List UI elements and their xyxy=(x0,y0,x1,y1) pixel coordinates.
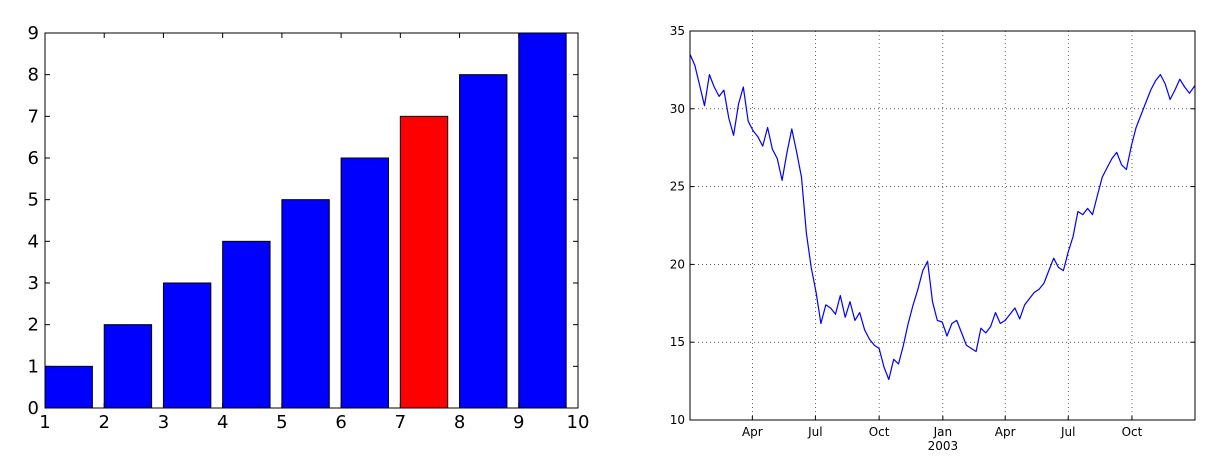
bar-x-tick-label: 6 xyxy=(335,412,346,433)
line-x-tick-label: Apr xyxy=(995,425,1016,439)
bar-6 xyxy=(340,157,389,409)
bar-x-tick-label: 7 xyxy=(395,412,406,433)
bar-2 xyxy=(103,324,153,409)
bar-y-tick-label: 6 xyxy=(28,148,39,169)
bar-y-tick-label: 4 xyxy=(28,231,39,252)
bar-y-tick-label: 5 xyxy=(28,190,39,211)
line-x-tick-label: Jul xyxy=(807,425,822,439)
line-x-tick-label: Oct xyxy=(1122,425,1143,439)
line-y-tick-label: 25 xyxy=(670,180,685,194)
bar-plot-frame xyxy=(44,32,579,409)
price-series-line xyxy=(689,54,1196,381)
bar-y-tick-label: 9 xyxy=(28,23,39,44)
bar-5 xyxy=(281,199,330,409)
line-y-tick-label: 35 xyxy=(670,24,685,38)
line-x-tick-label: Apr xyxy=(742,425,763,439)
line-y-tick-label: 20 xyxy=(670,257,685,271)
line-plot-frame xyxy=(689,30,1196,421)
bar-x-tick-label: 3 xyxy=(158,412,169,433)
line-x-tick-label: Jul xyxy=(1060,425,1075,439)
bar-x-tick-label: 1 xyxy=(39,412,50,433)
bar-y-tick-label: 1 xyxy=(28,356,39,377)
line-y-tick-label: 30 xyxy=(670,102,685,116)
bar-7 xyxy=(399,115,449,409)
bar-x-tick-label: 2 xyxy=(98,412,109,433)
bar-x-tick-label: 4 xyxy=(217,412,228,433)
bar-y-tick-label: 8 xyxy=(28,65,39,86)
line-y-tick-label: 15 xyxy=(670,335,685,349)
bar-9 xyxy=(518,32,567,409)
bar-4 xyxy=(222,240,271,409)
line-y-tick-label: 10 xyxy=(670,413,685,427)
bar-y-tick-label: 0 xyxy=(28,398,39,419)
bar-y-tick-label: 2 xyxy=(28,315,39,336)
bar-x-tick-label: 8 xyxy=(454,412,465,433)
bar-x-tick-label: 5 xyxy=(276,412,287,433)
line-x-tick-label: Oct xyxy=(869,425,890,439)
bar-3 xyxy=(162,282,212,409)
bar-1 xyxy=(44,365,93,409)
bar-y-tick-label: 7 xyxy=(28,106,39,127)
bar-y-tick-label: 3 xyxy=(28,273,39,294)
line-x-year-label: 2003 xyxy=(928,439,959,453)
line-x-tick-label: Jan xyxy=(933,425,953,439)
bar-x-tick-label: 9 xyxy=(513,412,524,433)
bar-8 xyxy=(459,74,508,409)
bar-x-tick-label: 10 xyxy=(567,412,590,433)
